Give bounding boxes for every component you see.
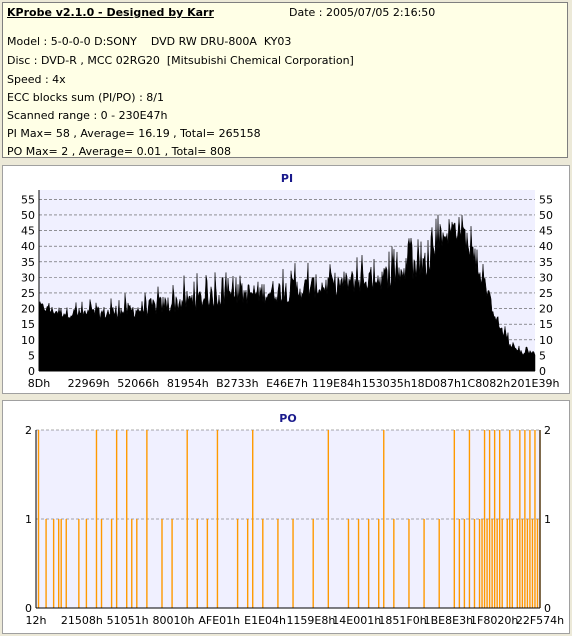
info-panel: KProbe v2.1.0 - Designed by Karr Date : … xyxy=(2,2,568,158)
y-tick-left: 40 xyxy=(21,240,35,253)
y-tick-right: 25 xyxy=(539,287,553,300)
x-tick-label: 1851F0h xyxy=(378,614,426,627)
x-tick-label: 18D087h xyxy=(411,377,461,390)
y-tick-left: 1 xyxy=(25,513,32,526)
x-tick-label: 1BE8E3h xyxy=(424,614,473,627)
y-tick-left: 30 xyxy=(21,271,35,284)
x-tick-label: 81954h xyxy=(167,377,209,390)
x-tick-label: 201E39h xyxy=(511,377,560,390)
x-tick-label: B2733h xyxy=(216,377,259,390)
x-tick-label: 80010h xyxy=(152,614,194,627)
x-tick-label: 12h xyxy=(26,614,47,627)
model-line: Model : 5-0-0-0 D:SONY DVD RW DRU-800A K… xyxy=(7,35,292,48)
x-tick-label: 119E84h xyxy=(312,377,361,390)
scan-date: Date : 2005/07/05 2:16:50 xyxy=(289,6,436,19)
speed-line: Speed : 4x xyxy=(7,73,66,86)
x-tick-label: 22969h xyxy=(68,377,110,390)
y-tick-left: 35 xyxy=(21,256,35,269)
y-tick-right: 0 xyxy=(544,602,551,615)
chart-title: PI xyxy=(281,172,293,185)
pi-chart-panel: 0 0 5 5 10 10 15 15 20 20 25 25 30 30 35 35 40 40 45 45 50 50… xyxy=(2,165,570,394)
x-tick-label: 1C8082h xyxy=(461,377,511,390)
y-tick-left: 20 xyxy=(21,303,35,316)
range-line: Scanned range : 0 - 230E47h xyxy=(7,109,168,122)
x-tick-label: E46E7h xyxy=(266,377,308,390)
po-chart-panel: 0 0 1 1 2 2 12h 21508h 51051h 80010h AFE01h E1E04h 1… xyxy=(2,400,570,634)
y-tick-left: 15 xyxy=(21,318,35,331)
y-tick-right: 2 xyxy=(544,424,551,437)
disc-line: Disc : DVD-R , MCC 02RG20 [Mitsubishi Ch… xyxy=(7,54,354,67)
chart-title: PO xyxy=(279,412,296,425)
y-tick-left: 55 xyxy=(21,193,35,206)
y-tick-right: 40 xyxy=(539,240,553,253)
y-tick-left: 45 xyxy=(21,225,35,238)
ecc-line: ECC blocks sum (PI/PO) : 8/1 xyxy=(7,91,164,104)
x-tick-label: 153035h xyxy=(362,377,411,390)
y-tick-right: 15 xyxy=(539,318,553,331)
x-tick-label: 14E001h xyxy=(332,614,381,627)
x-tick-label: 1F8020h xyxy=(470,614,518,627)
y-tick-left: 2 xyxy=(25,424,32,437)
po-summary-line: PO Max= 2 , Average= 0.01 , Total= 808 xyxy=(7,145,231,158)
x-tick-label: 21508h xyxy=(61,614,103,627)
y-tick-right: 45 xyxy=(539,225,553,238)
y-tick-left: 50 xyxy=(21,209,35,222)
y-tick-left: 10 xyxy=(21,334,35,347)
y-tick-left: 0 xyxy=(28,365,35,378)
y-tick-right: 0 xyxy=(539,365,546,378)
y-tick-right: 20 xyxy=(539,303,553,316)
y-tick-right: 1 xyxy=(544,513,551,526)
x-tick-label: AFE01h xyxy=(198,614,240,627)
x-tick-label: 8Dh xyxy=(28,377,50,390)
y-tick-right: 30 xyxy=(539,271,553,284)
y-tick-right: 35 xyxy=(539,256,553,269)
app-title: KProbe v2.1.0 - Designed by Karr xyxy=(7,6,214,19)
y-tick-right: 55 xyxy=(539,193,553,206)
x-tick-label: E1E04h xyxy=(244,614,286,627)
x-tick-label: 22F574h xyxy=(516,614,564,627)
y-tick-right: 10 xyxy=(539,334,553,347)
x-tick-label: 1159E8h xyxy=(286,614,335,627)
pi-summary-line: PI Max= 58 , Average= 16.19 , Total= 265… xyxy=(7,127,261,140)
y-tick-left: 5 xyxy=(28,349,35,362)
y-tick-left: 0 xyxy=(25,602,32,615)
y-tick-right: 50 xyxy=(539,209,553,222)
y-tick-right: 5 xyxy=(539,349,546,362)
y-tick-left: 25 xyxy=(21,287,35,300)
pi-series-area xyxy=(38,214,536,372)
x-tick-label: 51051h xyxy=(107,614,149,627)
x-tick-label: 52066h xyxy=(117,377,159,390)
